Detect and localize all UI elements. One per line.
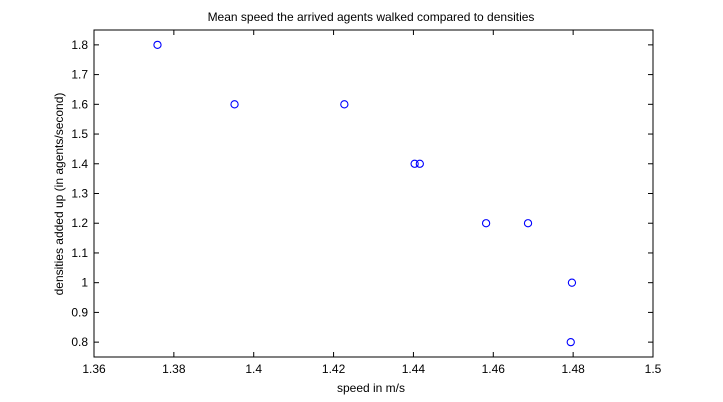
chart-title: Mean speed the arrived agents walked com… [208, 10, 535, 24]
data-point [410, 159, 419, 168]
y-tick-label: 0.9 [71, 305, 88, 319]
data-points [153, 40, 577, 347]
axes [93, 29, 654, 358]
data-point [340, 100, 349, 109]
y-tick-label: 1.4 [71, 157, 88, 171]
y-tick-label: 1.8 [71, 38, 88, 52]
plot-frame [93, 29, 654, 358]
y-tick-label: 0.8 [71, 335, 88, 349]
data-point [523, 219, 533, 228]
x-tick-label: 1.4 [245, 362, 262, 376]
y-tick-label: 1.1 [71, 246, 88, 260]
x-tick-label: 1.48 [561, 362, 585, 376]
x-tick-label: 1.5 [645, 362, 662, 376]
data-point [567, 278, 577, 287]
data-point [566, 337, 575, 347]
y-axis-label: densities added up (in agents/second) [52, 93, 66, 296]
y-tick-label: 1 [81, 276, 88, 290]
x-tick-label: 1.38 [162, 362, 186, 376]
y-tick-label: 1.5 [71, 127, 88, 141]
y-tick-label: 1.2 [71, 216, 88, 230]
ticks: 1.36 1.38 1.4 1.42 1.44 1.46 1.48 1.5 0.8 0.9 1 1.1… [71, 30, 662, 376]
y-tick-label: 1.7 [71, 68, 88, 82]
x-axis-label: speed in m/s [337, 381, 405, 395]
x-tick-label: 1.36 [82, 362, 106, 376]
data-point [153, 40, 162, 50]
data-point [481, 219, 491, 228]
data-point [230, 100, 239, 109]
y-tick-label: 1.3 [71, 187, 88, 201]
y-tick-label: 1.6 [71, 97, 88, 111]
data-point [415, 159, 424, 168]
x-tick-label: 1.42 [322, 362, 346, 376]
x-tick-label: 1.46 [482, 362, 506, 376]
x-tick-label: 1.44 [402, 362, 426, 376]
